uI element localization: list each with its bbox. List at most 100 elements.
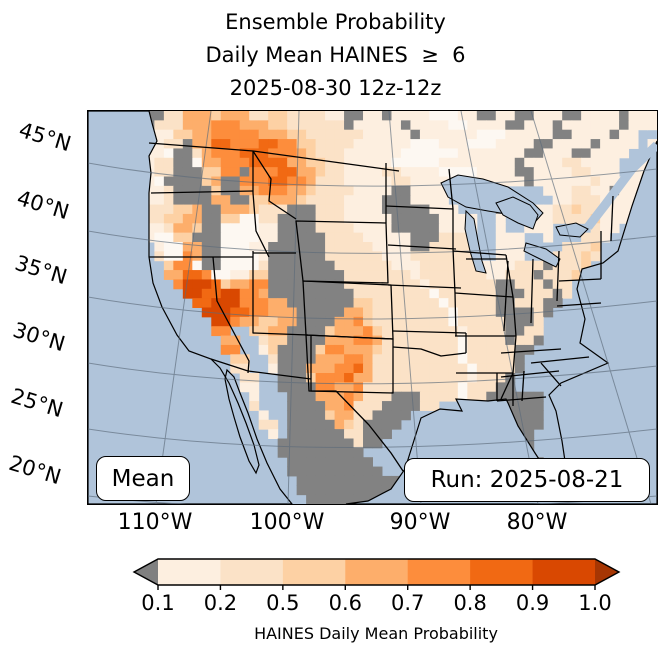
grid-cell — [609, 120, 620, 131]
grid-cell — [230, 129, 241, 140]
grid-cell — [154, 167, 165, 177]
grid-cell — [552, 148, 563, 159]
grid-cell — [457, 354, 468, 365]
grid-cell — [258, 326, 269, 337]
grid-cell — [268, 251, 279, 262]
grid-cell — [296, 410, 307, 421]
grid-cell — [325, 148, 336, 159]
grid-cell — [619, 195, 630, 206]
grid-cell — [268, 354, 279, 365]
great-lakes — [440, 174, 589, 274]
lake-michigan — [464, 209, 487, 274]
grid-cell — [533, 270, 544, 280]
grid-cell — [400, 260, 411, 271]
grid-cell — [391, 316, 402, 327]
grid-cell — [429, 363, 440, 374]
grid-cell — [353, 316, 364, 327]
grid-cell — [619, 111, 630, 121]
grid-cell — [353, 307, 364, 318]
y-tick-20n: 20°N — [6, 450, 64, 490]
grid-cell — [201, 167, 212, 177]
grid-cell — [619, 185, 630, 196]
grid-cell — [438, 279, 449, 290]
grid-cell — [372, 344, 383, 355]
grid-cell — [296, 438, 307, 449]
grid-cell — [581, 260, 592, 271]
grid-cell — [533, 326, 544, 337]
grid-cell — [543, 223, 554, 234]
grid-cell — [344, 494, 355, 504]
grid-cell — [448, 298, 459, 308]
grid-cell — [514, 279, 525, 290]
grid-cell — [505, 111, 516, 121]
grid-cell — [467, 129, 478, 140]
grid-cell — [391, 373, 402, 383]
grid-cell — [192, 129, 203, 140]
colorbar-segment — [220, 559, 284, 585]
grid-cell — [306, 270, 317, 280]
grid-cell — [429, 167, 440, 177]
grid-cell — [277, 148, 288, 159]
grid-cell — [524, 419, 535, 430]
grid-cell — [410, 139, 421, 149]
grid-cell — [277, 363, 288, 374]
grid-cell — [182, 139, 193, 149]
grid-cell — [476, 298, 487, 308]
grid-cell — [448, 326, 459, 337]
grid-cell — [230, 120, 241, 131]
grid-cell — [467, 139, 478, 149]
grid-cell — [287, 401, 298, 411]
grid-cell — [429, 139, 440, 149]
grid-cell — [201, 251, 212, 262]
grid-cell — [353, 129, 364, 140]
grid-cell — [144, 204, 155, 215]
grid-cell — [457, 382, 468, 393]
grid-cell — [306, 316, 317, 327]
grid-cell — [486, 270, 497, 280]
grid-cell — [173, 223, 184, 234]
grid-cell — [353, 410, 364, 421]
grid-cell — [609, 129, 620, 140]
grid-cell — [287, 185, 298, 196]
grid-cell — [239, 307, 250, 318]
grid-cell — [581, 176, 592, 187]
grid-cell — [400, 223, 411, 234]
grid-cell — [429, 373, 440, 383]
grid-cell — [600, 185, 611, 196]
grid-cell — [495, 157, 506, 168]
grid-cell — [173, 139, 184, 149]
grid-cell — [334, 326, 345, 337]
grid-cell — [438, 373, 449, 383]
grid-cell — [258, 176, 269, 187]
grid-cell — [296, 344, 307, 355]
grid-cell — [315, 260, 326, 271]
grid-cell — [182, 120, 193, 131]
grid-cell — [381, 391, 392, 402]
grid-cell — [201, 185, 212, 196]
run-label: Run: 2025-08-21 — [430, 467, 624, 493]
grid-cell — [571, 213, 582, 224]
grid-cell — [391, 354, 402, 365]
grid-cell — [410, 279, 421, 290]
grid-cell — [268, 111, 279, 121]
grid-cell — [457, 213, 468, 224]
grid-cell — [211, 213, 222, 224]
grid-cell — [258, 335, 269, 346]
grid-cell — [410, 382, 421, 393]
grid-cell — [296, 204, 307, 215]
grid-cell — [334, 335, 345, 346]
grid-cell — [562, 204, 573, 215]
grid-cell — [154, 223, 165, 234]
grid-cell — [182, 185, 193, 196]
grid-cell — [287, 148, 298, 159]
grid-cell — [419, 185, 430, 196]
grid-cell — [201, 298, 212, 308]
grid-cell — [144, 195, 155, 206]
grid-cell — [182, 232, 193, 243]
grid-cell — [325, 447, 336, 458]
grid-cell — [154, 129, 165, 140]
grid-cell — [353, 176, 364, 187]
grid-cell — [220, 120, 231, 131]
grid-cell — [495, 279, 506, 290]
grid-cell — [220, 185, 231, 196]
